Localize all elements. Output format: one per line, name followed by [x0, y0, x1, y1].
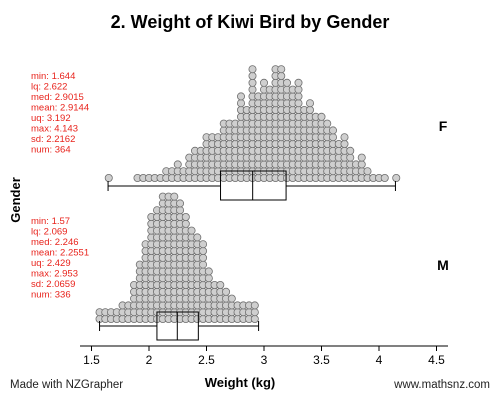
iqr-box — [220, 170, 287, 201]
summary-stat: lq: 2.622 — [31, 82, 67, 93]
summary-stat: mean: 2.2551 — [31, 248, 89, 259]
data-point — [187, 226, 196, 235]
data-point — [104, 173, 113, 182]
summary-stat: max: 2.953 — [31, 269, 78, 280]
data-point — [259, 78, 268, 87]
data-point — [176, 206, 185, 215]
data-point — [250, 314, 259, 323]
data-point — [204, 274, 213, 283]
data-point — [222, 287, 231, 296]
data-point — [277, 72, 286, 81]
data-point — [328, 133, 337, 142]
summary-stat: sd: 2.0659 — [31, 279, 75, 290]
data-point — [204, 267, 213, 276]
data-point — [248, 85, 257, 94]
x-tick-label: 3 — [261, 353, 268, 367]
x-axis-label: Weight (kg) — [205, 375, 276, 390]
summary-stat: mean: 2.9144 — [31, 103, 89, 114]
summary-stat: med: 2.9015 — [31, 92, 84, 103]
summary-stat: uq: 2.429 — [31, 258, 71, 269]
data-point — [248, 78, 257, 87]
data-point — [181, 212, 190, 221]
summary-stat: med: 2.246 — [31, 237, 79, 248]
data-point — [294, 99, 303, 108]
data-point — [340, 139, 349, 148]
data-point — [340, 133, 349, 142]
group-label: M — [437, 257, 449, 273]
data-point — [216, 280, 225, 289]
footer-website: www.mathsnz.com — [393, 379, 490, 391]
x-tick-label: 4 — [376, 353, 383, 367]
data-point — [277, 65, 286, 74]
data-point — [193, 233, 202, 242]
data-point — [357, 153, 366, 162]
data-point — [392, 173, 401, 182]
data-point — [294, 78, 303, 87]
data-point — [248, 65, 257, 74]
summary-stat: min: 1.57 — [31, 216, 70, 227]
y-axis-label: Gender — [8, 177, 23, 223]
footer-credit: Made with NZGrapher — [10, 379, 123, 391]
data-point — [305, 106, 314, 115]
data-point — [328, 126, 337, 135]
data-point — [294, 92, 303, 101]
data-point — [227, 294, 236, 303]
x-tick-label: 2.5 — [198, 353, 215, 367]
data-point — [236, 92, 245, 101]
summary-stat: max: 4.143 — [31, 124, 78, 135]
data-point — [199, 240, 208, 249]
x-axis-ticks: 1.5 2 2.5 3 3.5 4 4.5 — [83, 346, 445, 367]
data-point — [248, 72, 257, 81]
data-point — [199, 260, 208, 269]
data-point — [199, 253, 208, 262]
data-point — [236, 99, 245, 108]
data-point — [250, 308, 259, 317]
x-tick-label: 3.5 — [313, 353, 330, 367]
data-point — [346, 153, 355, 162]
data-point — [173, 160, 182, 169]
data-point — [357, 160, 366, 169]
data-point — [323, 119, 332, 128]
data-point — [305, 99, 314, 108]
summary-stat: min: 1.644 — [31, 71, 75, 82]
data-point — [250, 301, 259, 310]
data-point — [363, 167, 372, 176]
x-tick-label: 2 — [146, 353, 153, 367]
data-point — [181, 219, 190, 228]
x-tick-label: 1.5 — [83, 353, 100, 367]
data-point — [317, 112, 326, 121]
summary-stat: lq: 2.069 — [31, 227, 67, 238]
data-point — [170, 192, 179, 201]
data-point — [346, 146, 355, 155]
data-point — [294, 85, 303, 94]
summary-stat: sd: 2.2162 — [31, 134, 75, 145]
chart-title: 2. Weight of Kiwi Bird by Gender — [111, 12, 390, 32]
data-point — [176, 199, 185, 208]
summary-stat: num: 336 — [31, 290, 71, 301]
data-point — [199, 246, 208, 255]
data-point — [282, 78, 291, 87]
x-tick-label: 4.5 — [428, 353, 445, 367]
data-point — [380, 173, 389, 182]
group-label: F — [439, 118, 448, 134]
summary-stat: uq: 3.192 — [31, 113, 71, 124]
summary-stat: num: 364 — [31, 145, 71, 156]
